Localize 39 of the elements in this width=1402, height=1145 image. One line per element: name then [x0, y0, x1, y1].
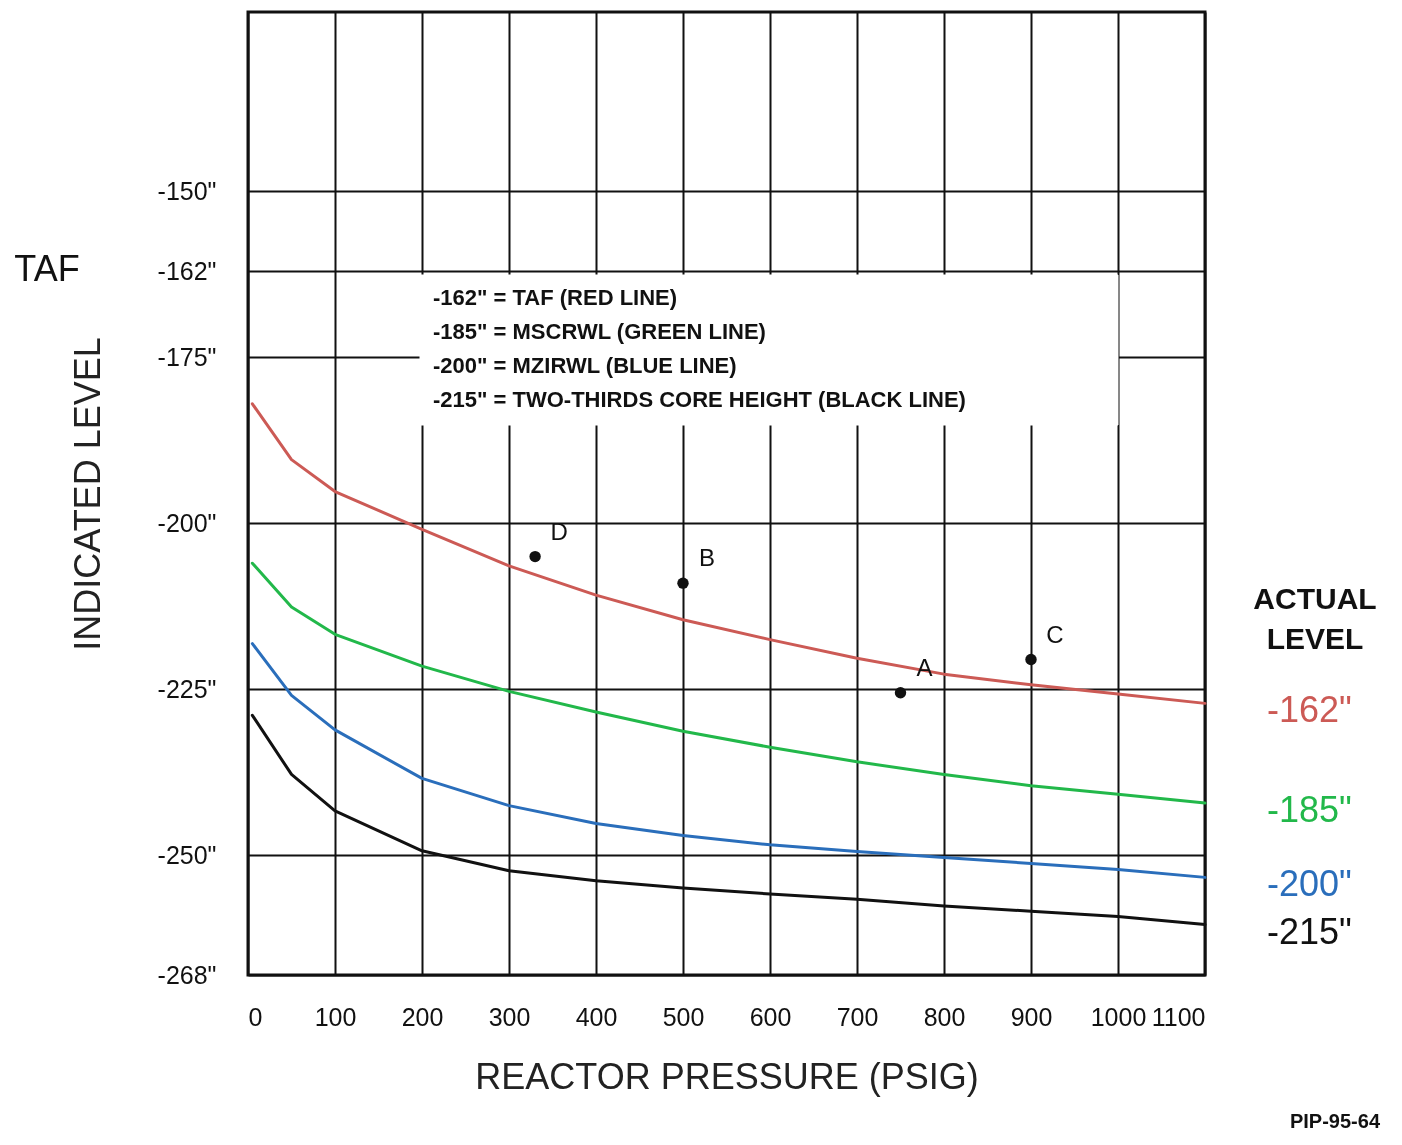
x-axis-title: REACTOR PRESSURE (PSIG) — [475, 1055, 979, 1097]
x-tick-label: 400 — [575, 1002, 618, 1031]
y-tick-label: -200" — [157, 508, 217, 537]
point — [894, 687, 907, 699]
x-tick-label: 700 — [836, 1002, 879, 1031]
y-axis-title: INDICATED LEVEL — [66, 337, 108, 651]
x-tick-label: 1100 — [1151, 1002, 1206, 1031]
annotation: B — [698, 544, 716, 572]
x-tick-label: 900 — [1010, 1002, 1053, 1031]
point — [529, 550, 541, 563]
series-label: -162" — [1267, 689, 1352, 731]
y-tick-label: -268" — [157, 960, 217, 989]
y-tick-label: -150" — [157, 176, 217, 205]
y-tick-label: -162" — [157, 256, 217, 285]
x-tick-label: 200 — [401, 1002, 444, 1031]
x-tick-label: 0 — [248, 1002, 263, 1031]
y-tick-label: -250" — [157, 840, 217, 869]
x-tick-label: 100 — [314, 1002, 357, 1031]
text: ACTUAL LEVEL — [1253, 582, 1377, 655]
y-tick-label: -175" — [157, 342, 217, 371]
point — [677, 577, 689, 589]
annotation: -200" = MZIRWL (BLUE LINE) — [433, 353, 737, 378]
x-tick-label: 1000 — [1090, 1002, 1147, 1031]
point — [1025, 653, 1037, 666]
annotation: -215" = TWO-THIRDS CORE HEIGHT (BLACK LINE) — [433, 387, 966, 412]
y-tick-label: -225" — [157, 674, 217, 703]
annotation: -162" = TAF (RED LINE) — [433, 285, 678, 310]
series-label: -185" — [1267, 788, 1352, 830]
text: PIP-95-64 — [1289, 1110, 1381, 1132]
x-tick-label: 500 — [662, 1002, 705, 1031]
x-tick-label: 800 — [923, 1002, 966, 1031]
annotation: -185" = MSCRWL (GREEN LINE) — [433, 319, 766, 344]
series-label: -200" — [1267, 863, 1352, 905]
series-label: -215" — [1267, 910, 1352, 952]
line-series — [250, 642, 1207, 879]
x-tick-label: 300 — [488, 1002, 531, 1031]
x-tick-label: 600 — [749, 1002, 792, 1031]
annotation: C — [1046, 620, 1064, 648]
text: TAF — [14, 248, 80, 289]
